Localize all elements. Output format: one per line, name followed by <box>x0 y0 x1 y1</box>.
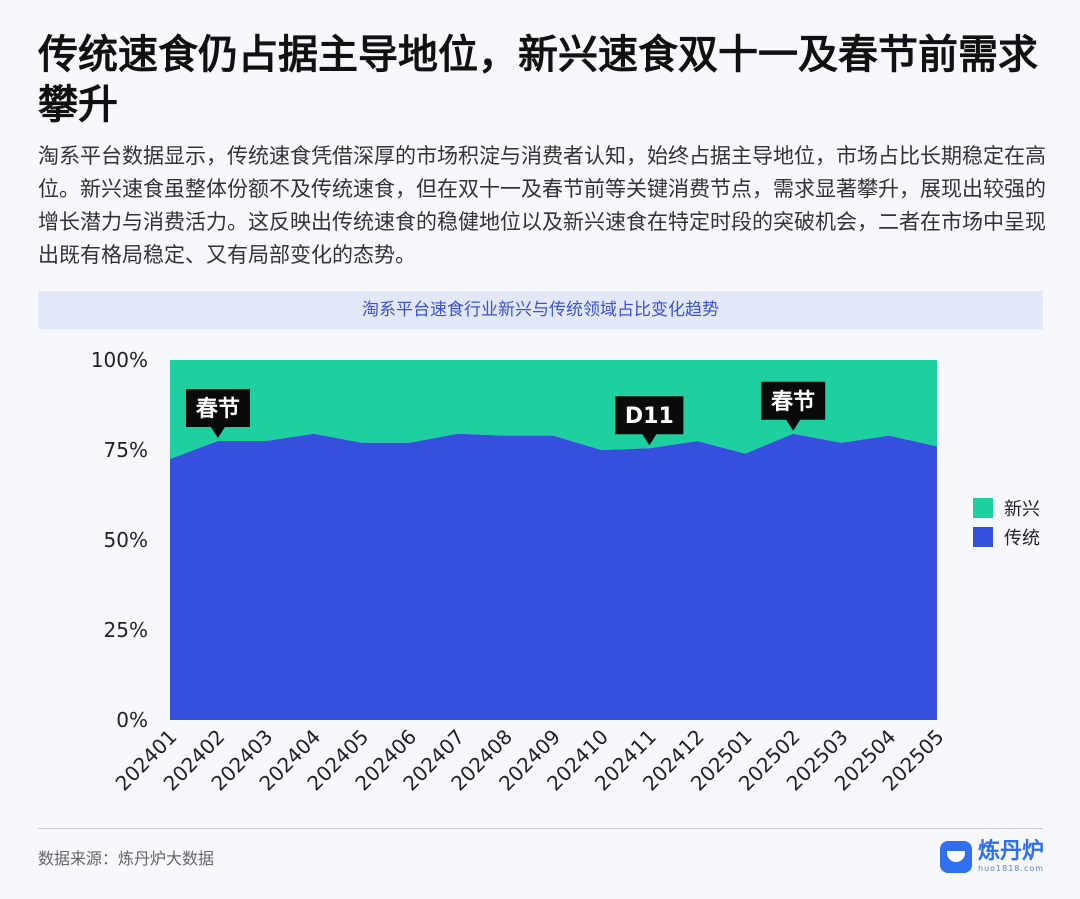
series-area-chuantong <box>170 433 937 720</box>
y-tick-label: 50% <box>104 528 148 552</box>
legend-label: 传统 <box>1004 528 1040 549</box>
annotation-callout <box>761 381 826 431</box>
legend-swatch <box>973 498 993 518</box>
annotation-callout <box>185 389 250 438</box>
series-area-xinxing <box>170 360 937 459</box>
area-chart: 0%25%50%75%100%2024012024022024032024042… <box>91 348 1040 796</box>
y-tick-label: 25% <box>104 618 148 642</box>
annotation-label: D11 <box>625 404 674 429</box>
page-title: 传统速食仍占据主导地位，新兴速食双十一及春节前需求攀升 <box>38 32 1038 128</box>
chart-title: 淘系平台速食行业新兴与传统领域占比变化趋势 <box>38 291 1043 329</box>
logo-url: huo1818.com <box>978 864 1045 873</box>
annotation-label: 春节 <box>196 397 240 422</box>
logo-name: 炼丹炉 <box>978 839 1045 864</box>
y-tick-label: 0% <box>116 708 148 732</box>
annotation-callout <box>615 396 684 446</box>
data-source: 数据来源：炼丹炉大数据 <box>38 849 215 868</box>
page-description: 淘系平台数据显示，传统速食凭借深厚的市场积淀与消费者认知，始终占据主导地位，市场… <box>38 144 1046 267</box>
annotation-label: 春节 <box>771 390 815 415</box>
pot-icon <box>940 840 972 873</box>
footer-divider <box>38 828 1043 829</box>
legend-label: 新兴 <box>1004 499 1040 520</box>
legend-swatch <box>973 527 993 547</box>
y-tick-label: 75% <box>104 438 148 462</box>
brand-logo: 炼丹炉 huo1818.com <box>940 840 1044 873</box>
y-tick-label: 100% <box>91 348 148 372</box>
